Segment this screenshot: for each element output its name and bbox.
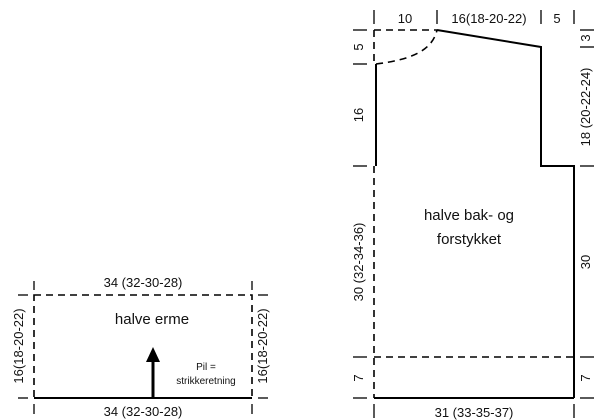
- sleeve-right-height-label: 16(18-20-22): [255, 308, 270, 383]
- body-top-right-label: 5: [553, 11, 560, 26]
- sleeve-bottom-width-label: 34 (32-30-28): [104, 404, 183, 419]
- body-title-line1: halve bak- og: [424, 207, 514, 224]
- body-top-shoulder-label: 16(18-20-22): [451, 11, 526, 26]
- arrow-note-line1: Pil =: [196, 362, 216, 373]
- body-right-armhole-label: 18 (20-22-24): [578, 68, 593, 147]
- body-shoulder-and-side: [436, 29, 575, 398]
- sleeve-left-height-label: 16(18-20-22): [11, 308, 26, 383]
- body-title-line2: forstykket: [437, 231, 502, 248]
- body-left-main-label: 30 (32-34-36): [351, 223, 366, 302]
- arrow-note-line2: strikkeretning: [176, 376, 235, 387]
- sleeve-top-width-label: 34 (32-30-28): [104, 275, 183, 290]
- body-top-neck-label: 10: [398, 11, 412, 26]
- sleeve-outline-dashed: [33, 294, 253, 399]
- body-right-top-label: 3: [578, 34, 593, 41]
- body-bottom-width-label: 31 (33-35-37): [435, 405, 514, 420]
- body-diagram: 10 16(18-20-22) 5 5 16 30 (32-34-36) 7 3…: [351, 10, 594, 420]
- body-left-top-label: 5: [351, 43, 366, 50]
- body-right-bottom-label: 7: [578, 374, 593, 381]
- knitting-direction-arrow-icon: [146, 347, 160, 362]
- sleeve-diagram: 34 (32-30-28) 34 (32-30-28) 16(18-20-22)…: [11, 275, 270, 419]
- body-left-bottom-label: 7: [351, 374, 366, 381]
- body-right-main-label: 30: [578, 255, 593, 269]
- sleeve-title: halve erme: [115, 311, 189, 328]
- body-neckline-curve: [375, 29, 438, 65]
- body-left-armhole-label: 16: [351, 108, 366, 122]
